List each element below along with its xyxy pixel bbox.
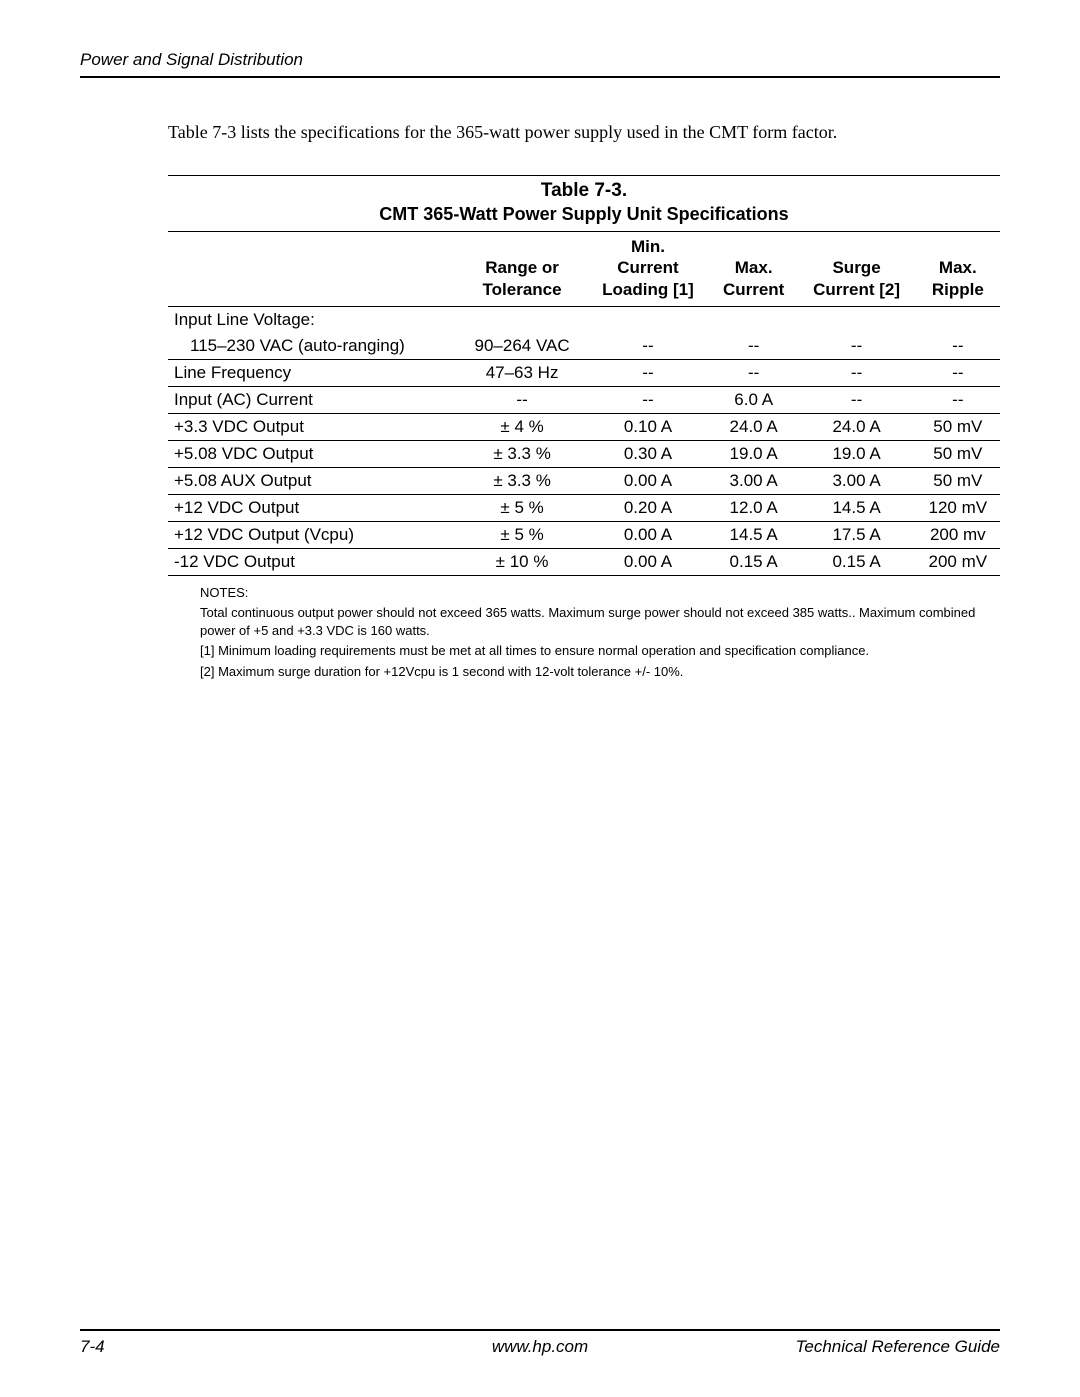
row-label: Input (AC) Current [168, 386, 458, 413]
cell: 24.0 A [710, 413, 798, 440]
cell: ± 10 % [458, 548, 586, 575]
col-header-range: Range orTolerance [458, 232, 586, 306]
page-footer: 7-4 www.hp.com Technical Reference Guide [80, 1329, 1000, 1357]
table-number: Table 7-3. [168, 175, 1000, 204]
page-header: Power and Signal Distribution [80, 50, 1000, 78]
cell: 3.00 A [710, 467, 798, 494]
table-row: Input (AC) Current -- -- 6.0 A -- -- [168, 386, 1000, 413]
cell: -- [586, 386, 710, 413]
cell: 6.0 A [710, 386, 798, 413]
row-label: +3.3 VDC Output [168, 413, 458, 440]
cell: 0.15 A [798, 548, 916, 575]
cell: -- [798, 359, 916, 386]
col-header-min-current: Min.CurrentLoading [1] [586, 232, 710, 306]
spec-table: Range orTolerance Min.CurrentLoading [1]… [168, 232, 1000, 576]
cell: ± 3.3 % [458, 440, 586, 467]
table-row: 115–230 VAC (auto-ranging) 90–264 VAC --… [168, 333, 1000, 360]
cell: 120 mV [916, 494, 1000, 521]
cell: 24.0 A [798, 413, 916, 440]
cell: 47–63 Hz [458, 359, 586, 386]
cell: 0.30 A [586, 440, 710, 467]
row-label: +12 VDC Output [168, 494, 458, 521]
cell: -- [916, 333, 1000, 360]
table-row: +5.08 AUX Output ± 3.3 % 0.00 A 3.00 A 3… [168, 467, 1000, 494]
cell [916, 306, 1000, 333]
cell: -- [916, 359, 1000, 386]
row-label: Input Line Voltage: [168, 306, 458, 333]
cell: 50 mV [916, 467, 1000, 494]
cell: 19.0 A [710, 440, 798, 467]
cell: ± 5 % [458, 521, 586, 548]
table-row: +3.3 VDC Output ± 4 % 0.10 A 24.0 A 24.0… [168, 413, 1000, 440]
cell: 0.10 A [586, 413, 710, 440]
col-header-param [168, 232, 458, 306]
row-label: -12 VDC Output [168, 548, 458, 575]
note-line: [1] Minimum loading requirements must be… [200, 642, 1000, 660]
page-number: 7-4 [80, 1337, 105, 1357]
row-label: +5.08 AUX Output [168, 467, 458, 494]
cell: 0.00 A [586, 548, 710, 575]
col-header-ripple: Max.Ripple [916, 232, 1000, 306]
cell [458, 306, 586, 333]
cell: 3.00 A [798, 467, 916, 494]
spec-table-container: Table 7-3. CMT 365-Watt Power Supply Uni… [168, 175, 1000, 576]
table-row: +12 VDC Output ± 5 % 0.20 A 12.0 A 14.5 … [168, 494, 1000, 521]
col-header-surge: SurgeCurrent [2] [798, 232, 916, 306]
cell: 0.15 A [710, 548, 798, 575]
header-row: Range orTolerance Min.CurrentLoading [1]… [168, 232, 1000, 306]
cell: 90–264 VAC [458, 333, 586, 360]
cell: -- [798, 386, 916, 413]
notes-heading: NOTES: [200, 584, 1000, 602]
table-row: +12 VDC Output (Vcpu) ± 5 % 0.00 A 14.5 … [168, 521, 1000, 548]
cell: 12.0 A [710, 494, 798, 521]
cell: -- [710, 359, 798, 386]
cell: 0.00 A [586, 521, 710, 548]
row-label: +5.08 VDC Output [168, 440, 458, 467]
cell: -- [586, 359, 710, 386]
cell: 200 mv [916, 521, 1000, 548]
table-row: +5.08 VDC Output ± 3.3 % 0.30 A 19.0 A 1… [168, 440, 1000, 467]
table-row: -12 VDC Output ± 10 % 0.00 A 0.15 A 0.15… [168, 548, 1000, 575]
cell: 50 mV [916, 440, 1000, 467]
cell [798, 306, 916, 333]
table-row: Input Line Voltage: [168, 306, 1000, 333]
footer-guide-title: Technical Reference Guide [796, 1337, 1000, 1357]
cell: -- [916, 386, 1000, 413]
cell: -- [458, 386, 586, 413]
header-title: Power and Signal Distribution [80, 50, 303, 69]
cell: 50 mV [916, 413, 1000, 440]
cell: 19.0 A [798, 440, 916, 467]
row-label: Line Frequency [168, 359, 458, 386]
cell [710, 306, 798, 333]
col-header-max-current: Max.Current [710, 232, 798, 306]
cell: ± 5 % [458, 494, 586, 521]
cell: 200 mV [916, 548, 1000, 575]
cell: ± 3.3 % [458, 467, 586, 494]
notes-block: NOTES: Total continuous output power sho… [200, 584, 1000, 681]
cell: ± 4 % [458, 413, 586, 440]
cell: -- [710, 333, 798, 360]
cell: 0.20 A [586, 494, 710, 521]
cell: -- [798, 333, 916, 360]
row-label: +12 VDC Output (Vcpu) [168, 521, 458, 548]
note-line: Total continuous output power should not… [200, 604, 1000, 639]
cell: 14.5 A [710, 521, 798, 548]
note-line: [2] Maximum surge duration for +12Vcpu i… [200, 663, 1000, 681]
cell: -- [586, 333, 710, 360]
table-row: Line Frequency 47–63 Hz -- -- -- -- [168, 359, 1000, 386]
row-label: 115–230 VAC (auto-ranging) [168, 333, 458, 360]
table-caption: CMT 365-Watt Power Supply Unit Specifica… [168, 204, 1000, 232]
intro-paragraph: Table 7-3 lists the specifications for t… [168, 122, 1000, 143]
cell: 0.00 A [586, 467, 710, 494]
cell: 14.5 A [798, 494, 916, 521]
spec-table-body: Input Line Voltage: 115–230 VAC (auto-ra… [168, 306, 1000, 575]
cell [586, 306, 710, 333]
cell: 17.5 A [798, 521, 916, 548]
